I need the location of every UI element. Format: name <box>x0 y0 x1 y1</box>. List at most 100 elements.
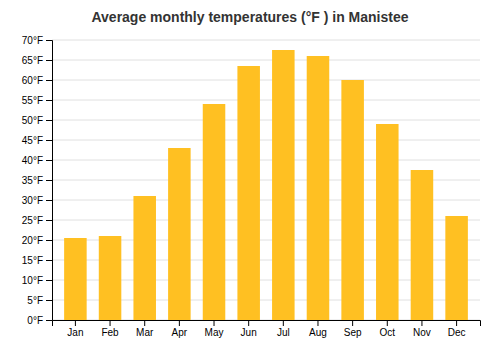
bars <box>64 50 468 320</box>
bar <box>376 124 399 320</box>
x-tick-mark <box>283 320 284 326</box>
y-tick-mark <box>46 180 52 181</box>
y-tick: 0°F <box>27 315 52 326</box>
bar <box>272 50 295 320</box>
x-tick-mark <box>75 320 76 326</box>
y-tick-mark <box>46 300 52 301</box>
x-tick-mark <box>144 320 145 326</box>
y-tick: 15°F <box>22 255 52 266</box>
y-tick-label: 30°F <box>22 195 43 206</box>
y-tick-label: 35°F <box>22 175 43 186</box>
bar <box>133 196 156 320</box>
bar <box>64 238 87 320</box>
x-tick-mark <box>248 320 249 326</box>
y-tick-mark <box>46 160 52 161</box>
y-tick: 65°F <box>22 55 52 66</box>
x-tick: Mar <box>136 320 154 338</box>
y-tick-label: 45°F <box>22 135 43 146</box>
y-tick: 10°F <box>22 275 52 286</box>
y-tick-mark <box>46 220 52 221</box>
x-tick-label: Oct <box>380 327 396 338</box>
x-tick-label: Sep <box>344 327 362 338</box>
x-tick-label: Feb <box>101 327 119 338</box>
y-tick-label: 0°F <box>27 315 43 326</box>
bar <box>445 216 468 320</box>
y-tick-mark <box>46 140 52 141</box>
y-tick: 25°F <box>22 215 52 226</box>
y-tick-label: 25°F <box>22 215 43 226</box>
x-tick: Dec <box>448 320 466 338</box>
y-tick-mark <box>46 280 52 281</box>
x-tick-label: Apr <box>172 327 188 338</box>
x-tick-mark <box>387 320 388 326</box>
bar <box>411 170 434 320</box>
x-tick: Aug <box>309 320 327 338</box>
x-tick-label: Nov <box>413 327 431 338</box>
grid-line <box>52 120 480 121</box>
chart: Average monthly temperatures (°F ) in Ma… <box>0 0 500 350</box>
x-tick-label: Dec <box>448 327 466 338</box>
plot: 0°F 5°F 10°F 15°F 20°F 25°F 30°F 35°F 40°F 45°F 50… <box>22 35 481 338</box>
bar <box>307 56 330 320</box>
y-tick-mark <box>46 80 52 81</box>
x-tick-mark <box>110 320 111 326</box>
y-tick-label: 10°F <box>22 275 43 286</box>
x-tick-label: May <box>205 327 224 338</box>
y-tick-mark <box>46 200 52 201</box>
y-tick: 45°F <box>22 135 52 146</box>
grid-line <box>52 160 480 161</box>
y-tick-label: 15°F <box>22 255 43 266</box>
y-tick-label: 40°F <box>22 155 43 166</box>
y-tick: 35°F <box>22 175 52 186</box>
chart-title: Average monthly temperatures (°F ) in Ma… <box>91 9 408 25</box>
x-tick: Nov <box>413 320 431 338</box>
y-tick-mark <box>46 120 52 121</box>
x-tick-label: Jul <box>277 327 290 338</box>
y-tick: 50°F <box>22 115 52 126</box>
y-tick-mark <box>46 60 52 61</box>
axis-domain <box>46 41 53 321</box>
x-tick-mark <box>456 320 457 326</box>
y-tick-label: 60°F <box>22 75 43 86</box>
y-tick: 55°F <box>22 95 52 106</box>
bar <box>99 236 122 320</box>
x-tick-mark <box>317 320 318 326</box>
axis-domain <box>53 321 481 327</box>
y-tick-label: 20°F <box>22 235 43 246</box>
bar <box>237 66 260 320</box>
grid-line <box>52 60 480 61</box>
x-tick-mark <box>179 320 180 326</box>
y-tick-label: 55°F <box>22 95 43 106</box>
y-tick: 60°F <box>22 75 52 86</box>
y-tick: 20°F <box>22 235 52 246</box>
y-tick-mark <box>46 240 52 241</box>
y-tick: 70°F <box>22 35 52 46</box>
y-tick: 40°F <box>22 155 52 166</box>
bar <box>168 148 191 320</box>
y-tick-mark <box>46 40 52 41</box>
x-tick: Jun <box>241 320 257 338</box>
grid-line <box>52 100 480 101</box>
grid-line <box>52 40 480 41</box>
x-tick: Jan <box>67 320 83 338</box>
x-tick: Oct <box>380 320 396 338</box>
y-tick-label: 70°F <box>22 35 43 46</box>
x-tick: Apr <box>172 320 188 338</box>
x-tick-mark <box>421 320 422 326</box>
x-tick-mark <box>352 320 353 326</box>
grid-line <box>52 140 480 141</box>
grid-line <box>52 80 480 81</box>
y-tick: 5°F <box>27 295 52 306</box>
y-tick-label: 50°F <box>22 115 43 126</box>
x-tick: Jul <box>277 320 290 338</box>
x-axis: Jan Feb Mar Apr May Jun Jul Aug Sep Oct Nov Dec <box>53 320 481 338</box>
y-tick-mark <box>46 260 52 261</box>
bar <box>203 104 226 320</box>
x-tick: Feb <box>101 320 119 338</box>
x-tick: Sep <box>344 320 362 338</box>
x-tick-mark <box>214 320 215 326</box>
y-tick-label: 5°F <box>27 295 43 306</box>
x-tick-label: Jun <box>241 327 257 338</box>
y-tick-label: 65°F <box>22 55 43 66</box>
y-axis: 0°F 5°F 10°F 15°F 20°F 25°F 30°F 35°F 40°F 45°F 50… <box>22 35 53 326</box>
